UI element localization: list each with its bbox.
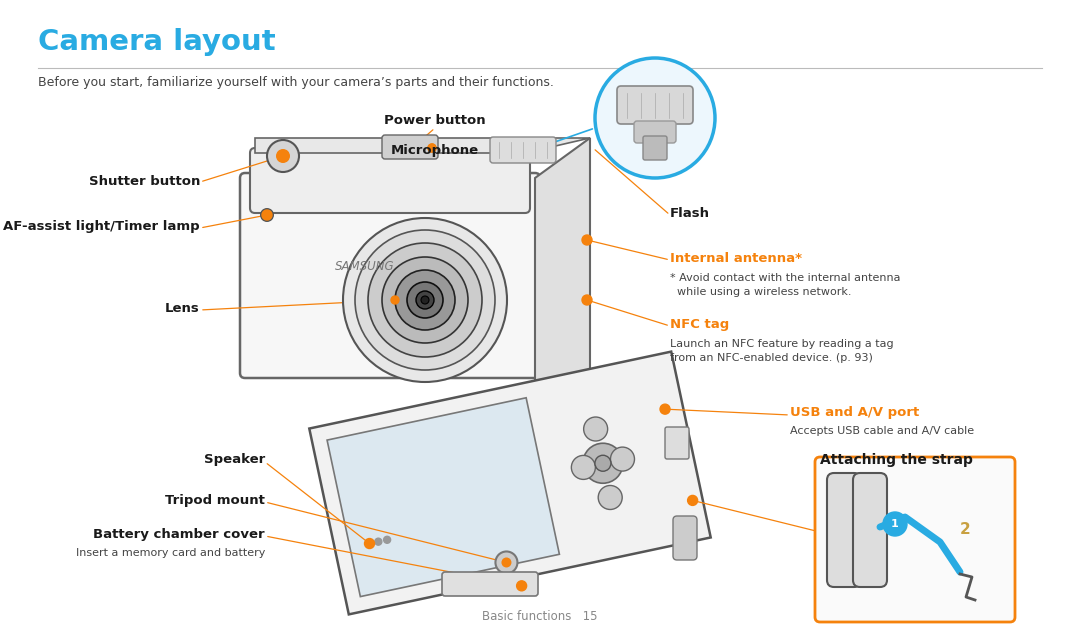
Circle shape [660, 404, 670, 414]
Circle shape [598, 486, 622, 510]
FancyBboxPatch shape [815, 457, 1015, 622]
Text: SAMSUNG: SAMSUNG [335, 260, 394, 273]
Circle shape [428, 144, 436, 152]
Circle shape [383, 536, 391, 543]
Text: Shutter button: Shutter button [89, 175, 200, 188]
Circle shape [276, 149, 291, 163]
Text: Speaker: Speaker [204, 453, 265, 466]
Circle shape [583, 417, 608, 441]
FancyBboxPatch shape [673, 516, 697, 560]
Circle shape [267, 140, 299, 172]
FancyBboxPatch shape [490, 137, 556, 163]
Polygon shape [255, 138, 590, 153]
Circle shape [571, 455, 595, 479]
Circle shape [595, 455, 611, 471]
Circle shape [355, 230, 495, 370]
Circle shape [382, 257, 468, 343]
FancyBboxPatch shape [617, 86, 693, 124]
Text: Internal antenna*: Internal antenna* [670, 252, 802, 265]
Text: Tripod mount: Tripod mount [165, 494, 265, 507]
Text: Insert a memory card and battery: Insert a memory card and battery [76, 548, 265, 558]
Circle shape [883, 512, 907, 536]
Circle shape [278, 151, 288, 161]
Text: Camera layout: Camera layout [38, 28, 275, 56]
FancyBboxPatch shape [643, 136, 667, 160]
FancyBboxPatch shape [634, 121, 676, 143]
Text: USB and A/V port: USB and A/V port [789, 406, 919, 419]
Circle shape [610, 447, 634, 471]
Circle shape [366, 540, 373, 547]
Text: 1: 1 [891, 519, 899, 529]
Text: Before you start, familiarize yourself with your camera’s parts and their functi: Before you start, familiarize yourself w… [38, 76, 554, 89]
Circle shape [582, 295, 592, 305]
Text: Accepts USB cable and A/V cable: Accepts USB cable and A/V cable [789, 426, 974, 436]
Circle shape [407, 282, 443, 318]
Circle shape [583, 444, 623, 483]
Circle shape [368, 243, 482, 357]
Circle shape [688, 495, 698, 505]
Circle shape [343, 218, 507, 382]
FancyBboxPatch shape [827, 473, 861, 587]
Circle shape [395, 270, 455, 330]
Text: Battery chamber cover: Battery chamber cover [93, 528, 265, 541]
Circle shape [496, 551, 517, 573]
Text: Lens: Lens [165, 302, 200, 315]
Circle shape [516, 581, 527, 591]
Circle shape [375, 538, 382, 545]
FancyBboxPatch shape [442, 572, 538, 596]
Polygon shape [309, 352, 711, 614]
Text: Power button: Power button [384, 114, 486, 127]
Circle shape [501, 558, 512, 568]
FancyBboxPatch shape [249, 148, 530, 213]
Text: Flash: Flash [670, 207, 710, 220]
Text: 2: 2 [960, 522, 970, 537]
Circle shape [391, 296, 399, 304]
Circle shape [421, 296, 429, 304]
Circle shape [595, 58, 715, 178]
Text: Basic functions   15: Basic functions 15 [483, 610, 597, 623]
Polygon shape [535, 138, 590, 392]
Circle shape [416, 291, 434, 309]
Circle shape [428, 144, 436, 152]
FancyBboxPatch shape [853, 473, 887, 587]
Circle shape [262, 210, 272, 220]
FancyBboxPatch shape [240, 173, 540, 378]
Text: AF-assist light/Timer lamp: AF-assist light/Timer lamp [3, 220, 200, 233]
FancyBboxPatch shape [665, 427, 689, 459]
Circle shape [582, 235, 592, 245]
FancyBboxPatch shape [382, 135, 438, 159]
Text: * Avoid contact with the internal antenna
  while using a wireless network.: * Avoid contact with the internal antenn… [670, 273, 901, 297]
Circle shape [365, 539, 375, 549]
Text: Microphone: Microphone [391, 144, 480, 157]
Circle shape [260, 208, 274, 222]
Text: NFC tag: NFC tag [670, 318, 729, 331]
Text: Attaching the strap: Attaching the strap [820, 453, 973, 467]
Polygon shape [327, 398, 559, 597]
Text: Launch an NFC feature by reading a tag
from an NFC-enabled device. (p. 93): Launch an NFC feature by reading a tag f… [670, 339, 893, 363]
